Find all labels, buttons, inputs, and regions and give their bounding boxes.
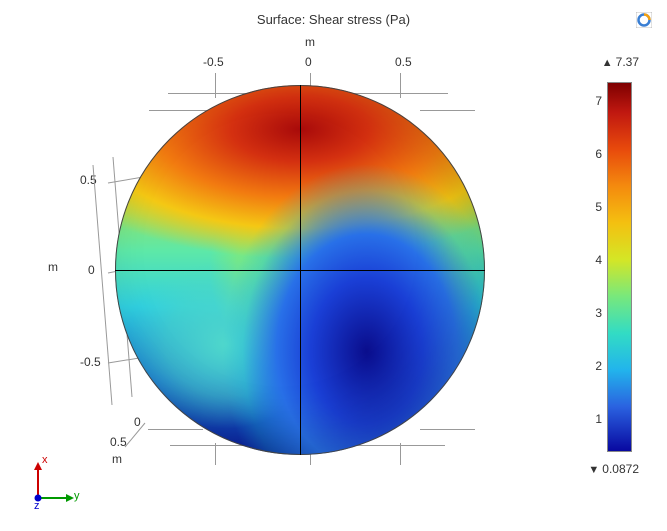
colorbar-max-value: 7.37 bbox=[616, 55, 639, 69]
sphere-surface[interactable] bbox=[115, 85, 485, 455]
plot-title: Surface: Shear stress (Pa) bbox=[0, 12, 667, 27]
tick-top-0: -0.5 bbox=[203, 55, 224, 69]
tick-left-1: 0 bbox=[88, 263, 95, 277]
colorbar-min-value: 0.0872 bbox=[602, 462, 639, 476]
cbar-tick-3: 3 bbox=[595, 306, 602, 320]
cbar-tick-4: 4 bbox=[595, 253, 602, 267]
tick-top-2: 0.5 bbox=[395, 55, 412, 69]
sphere-equator-v bbox=[300, 85, 301, 455]
cbar-tick-7: 7 bbox=[595, 94, 602, 108]
cbar-tick-1: 1 bbox=[595, 412, 602, 426]
axis-label-left: m bbox=[48, 260, 58, 274]
tick-left-0: 0.5 bbox=[80, 173, 97, 187]
comsol-icon bbox=[636, 12, 652, 28]
tick-top-1: 0 bbox=[305, 55, 312, 69]
tick-left-2: -0.5 bbox=[80, 355, 101, 369]
cbar-tick-2: 2 bbox=[595, 359, 602, 373]
colorbar-min: ▼ 0.0872 bbox=[588, 462, 639, 476]
cbar-tick-5: 5 bbox=[595, 200, 602, 214]
triad-z-label: z bbox=[34, 500, 40, 512]
triad-y-label: y bbox=[74, 490, 80, 502]
plot-area: m -0.5 0 0.5 m 0.5 0 -0.5 m 0 0.5 bbox=[40, 55, 540, 475]
colorbar bbox=[607, 82, 632, 452]
triad-x-label: x bbox=[42, 454, 48, 466]
axis-triad[interactable]: x y z bbox=[20, 456, 80, 516]
axis-label-top: m bbox=[305, 35, 315, 49]
cbar-tick-6: 6 bbox=[595, 147, 602, 161]
colorbar-max: ▲ 7.37 bbox=[602, 55, 639, 69]
